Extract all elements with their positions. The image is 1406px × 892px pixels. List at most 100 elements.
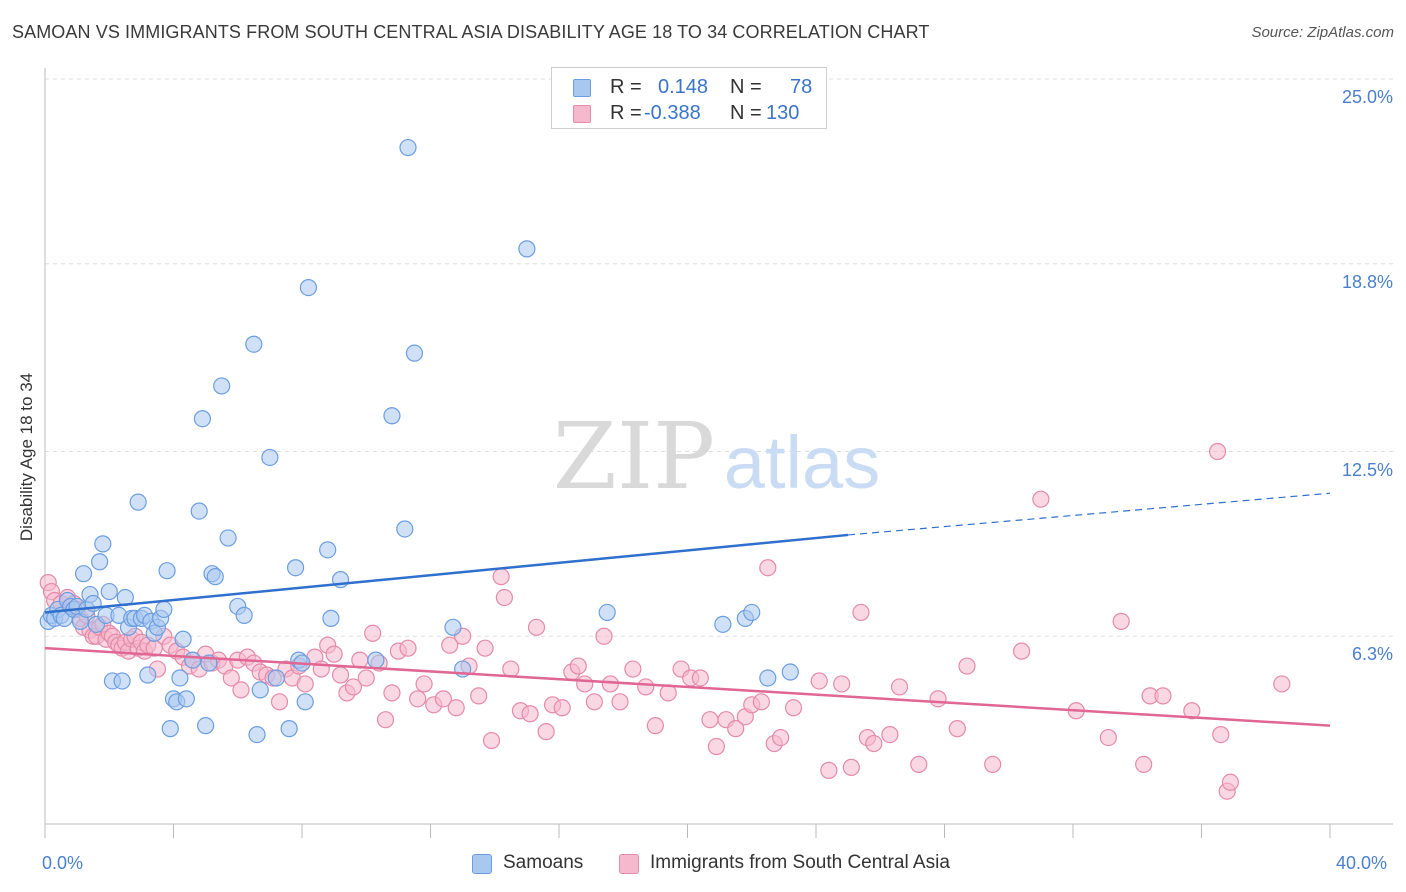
point-immigrants	[434, 690, 452, 708]
legend-r-label: R =	[610, 102, 642, 124]
point-immigrants	[929, 690, 947, 708]
point-samoans	[322, 609, 340, 627]
point-immigrants	[759, 559, 777, 577]
point-immigrants	[364, 624, 382, 642]
legend-n-label: N =	[730, 102, 762, 124]
point-immigrants	[1099, 728, 1117, 747]
point-samoans	[193, 410, 212, 428]
point-samoans	[174, 630, 192, 648]
bottom-legend-samoans[interactable]: Samoans	[472, 851, 612, 877]
point-samoans	[518, 240, 536, 258]
point-samoans	[206, 568, 224, 586]
bottom-legend-label: Immigrants from South Central Asia	[650, 852, 950, 873]
point-immigrants	[646, 717, 664, 735]
point-immigrants	[1221, 773, 1240, 791]
point-samoans	[139, 666, 157, 684]
point-samoans	[251, 681, 269, 699]
point-immigrants	[865, 734, 883, 753]
point-immigrants	[325, 645, 343, 663]
point-immigrants	[502, 660, 520, 678]
point-immigrants	[948, 720, 966, 738]
point-immigrants	[984, 755, 1002, 774]
point-immigrants	[270, 693, 289, 711]
y-tick-label: 12.5%	[1341, 459, 1393, 480]
point-immigrants	[810, 672, 828, 690]
point-immigrants	[344, 678, 362, 696]
point-immigrants	[852, 603, 870, 622]
point-samoans	[367, 651, 385, 669]
point-samoans	[444, 618, 462, 636]
point-immigrants	[1273, 675, 1291, 693]
x-tick-max: 40.0%	[1336, 853, 1388, 873]
point-samoans	[155, 600, 173, 619]
point-immigrants	[569, 657, 587, 675]
point-immigrants	[727, 720, 745, 738]
point-immigrants	[585, 693, 603, 711]
point-samoans	[74, 565, 93, 583]
point-samoans	[197, 717, 215, 735]
point-samoans	[235, 606, 253, 625]
point-immigrants	[296, 675, 314, 693]
trend-line-immigrants	[44, 646, 1331, 727]
point-immigrants	[611, 693, 629, 711]
watermark-atlas: atlas	[724, 421, 880, 504]
point-immigrants	[701, 711, 719, 729]
point-immigrants	[447, 699, 465, 717]
point-immigrants	[691, 669, 709, 687]
point-samoans	[94, 535, 112, 553]
point-samoans	[267, 669, 285, 687]
legend-swatch-pink	[573, 105, 591, 123]
point-immigrants	[772, 728, 790, 747]
point-samoans	[248, 725, 266, 744]
legend-r-value: 0.148	[658, 76, 709, 98]
y-tick-label: 18.8%	[1341, 271, 1393, 292]
point-samoans	[781, 663, 799, 681]
point-samoans	[396, 520, 414, 538]
y-tick-label: 25.0%	[1341, 87, 1393, 107]
point-immigrants	[232, 681, 250, 699]
point-samoans	[129, 493, 147, 511]
point-immigrants	[222, 669, 240, 687]
point-immigrants	[595, 627, 613, 645]
point-samoans	[91, 553, 109, 571]
gridlines	[45, 78, 1393, 637]
point-immigrants	[537, 723, 555, 741]
point-immigrants	[1212, 725, 1230, 744]
watermark-zip: ZIP	[553, 403, 715, 510]
point-samoans	[184, 651, 202, 669]
point-immigrants	[833, 675, 851, 693]
point-immigrants	[409, 690, 427, 708]
point-immigrants	[910, 755, 928, 774]
point-immigrants	[383, 684, 401, 702]
point-immigrants	[527, 618, 546, 636]
bottom-legend-immigrants[interactable]: Immigrants from South Central Asia	[619, 851, 979, 877]
bottom-legend-label: Samoans	[503, 852, 584, 873]
point-immigrants	[842, 758, 860, 776]
point-samoans	[286, 559, 305, 577]
point-samoans	[319, 541, 337, 559]
point-immigrants	[820, 761, 838, 779]
point-immigrants	[495, 588, 513, 607]
correlation-legend: R = 0.148 N = 78 R = -0.388 N = 130	[551, 67, 827, 129]
legend-r-value: -0.388	[644, 102, 701, 124]
point-immigrants	[1135, 755, 1153, 774]
point-immigrants	[784, 699, 803, 717]
point-samoans	[177, 690, 195, 708]
point-samoans	[113, 672, 131, 690]
point-immigrants	[890, 678, 909, 696]
bottom-legend-swatch-blue	[472, 854, 492, 874]
point-immigrants	[601, 675, 620, 693]
legend-n-value: 130	[766, 102, 800, 124]
point-samoans	[399, 138, 417, 157]
watermark: ZIP atlas	[553, 403, 880, 510]
point-samoans	[405, 344, 424, 362]
y-tick-label: 6.3%	[1351, 644, 1393, 665]
point-samoans	[190, 502, 208, 520]
point-samoans	[743, 603, 761, 622]
point-immigrants	[470, 687, 488, 705]
point-immigrants	[752, 693, 770, 711]
point-immigrants	[376, 711, 395, 729]
point-samoans	[219, 529, 237, 547]
point-immigrants	[881, 725, 899, 744]
